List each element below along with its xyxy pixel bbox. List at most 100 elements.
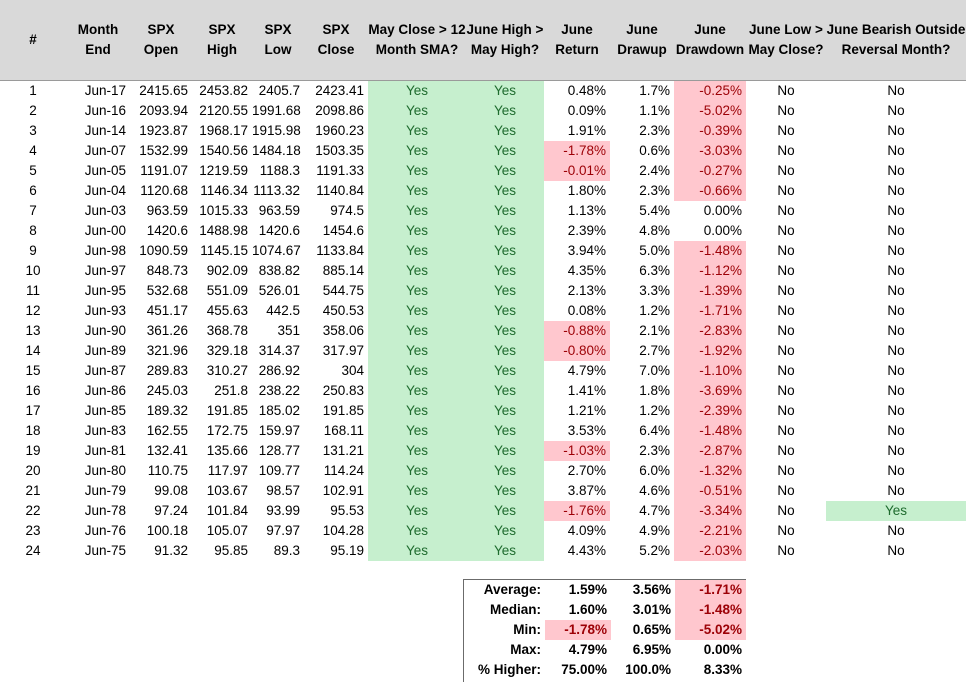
spx-high-cell: 455.63 bbox=[206, 303, 248, 318]
spx-low-cell: 159.97 bbox=[258, 423, 300, 438]
june-drawup-cell: 5.2% bbox=[639, 543, 670, 558]
june-drawdown-cell: -0.39% bbox=[674, 121, 746, 141]
spx-open-cell: 99.08 bbox=[154, 483, 188, 498]
spx-low-cell: 526.01 bbox=[258, 283, 300, 298]
summary-drawdown: 0.00% bbox=[703, 642, 742, 657]
table-row: 20 Jun-80 110.75 117.97 109.77 114.24 Yes Yes 2.… bbox=[0, 461, 966, 481]
table-row: 11 Jun-95 532.68 551.09 526.01 544.75 Yes Yes 2.… bbox=[0, 281, 966, 301]
summary-label: Max: bbox=[510, 642, 541, 657]
summary-label: Min: bbox=[513, 622, 541, 637]
spx-high-cell: 1145.15 bbox=[200, 243, 248, 258]
spx-close-cell: 544.75 bbox=[322, 283, 364, 298]
month-end-cell: Jun-17 bbox=[84, 83, 126, 98]
spx-low-cell: 98.57 bbox=[266, 483, 300, 498]
table-row: 4 Jun-07 1532.99 1540.56 1484.18 1503.35 Yes Ye… bbox=[0, 141, 966, 161]
spx-high-cell: 1540.56 bbox=[199, 143, 248, 158]
month-end-cell: Jun-83 bbox=[84, 423, 126, 438]
spx-open-cell: 1120.68 bbox=[140, 183, 188, 198]
spx-high-cell: 1015.33 bbox=[199, 203, 248, 218]
may-close-sma-cell: Yes bbox=[368, 541, 466, 561]
spx-close-cell: 95.53 bbox=[330, 503, 364, 518]
june-bearish-cell: No bbox=[887, 103, 905, 118]
spx-open-cell: 1420.6 bbox=[146, 223, 188, 238]
spx-open-cell: 2415.65 bbox=[139, 83, 188, 98]
june-drawup-cell: 4.6% bbox=[639, 483, 670, 498]
june-drawdown-cell: -5.02% bbox=[674, 101, 746, 121]
row-number: 4 bbox=[29, 143, 37, 158]
spx-low-cell: 1484.18 bbox=[252, 143, 301, 158]
spx-open-cell: 289.83 bbox=[146, 363, 188, 378]
june-high-may-high-cell: Yes bbox=[466, 541, 544, 561]
june-bearish-cell: No bbox=[887, 443, 905, 458]
june-return-cell: 4.43% bbox=[567, 543, 606, 558]
spx-open-cell: 1532.99 bbox=[139, 143, 188, 158]
month-end-cell: Jun-78 bbox=[84, 503, 126, 518]
june-bearish-cell: No bbox=[887, 183, 905, 198]
month-end-cell: Jun-90 bbox=[84, 323, 126, 338]
june-bearish-cell: No bbox=[887, 163, 905, 178]
table-row: 2 Jun-16 2093.94 2120.55 1991.68 2098.86 Yes Ye… bbox=[0, 101, 966, 121]
spx-close-cell: 2423.41 bbox=[315, 83, 364, 98]
summary-drawdown: 8.33% bbox=[703, 662, 742, 677]
june-return-cell: 4.35% bbox=[567, 263, 606, 278]
spx-high-cell: 117.97 bbox=[207, 463, 248, 478]
june-return-cell: 3.87% bbox=[567, 483, 606, 498]
june-low-may-close-cell: No bbox=[777, 503, 795, 518]
spx-low-cell: 963.59 bbox=[258, 203, 300, 218]
spx-close-cell: 1191.33 bbox=[316, 163, 364, 178]
row-number: 5 bbox=[29, 163, 37, 178]
summary-drawdown: -5.02% bbox=[675, 620, 746, 640]
june-drawup-cell: 4.9% bbox=[639, 523, 670, 538]
june-high-may-high-cell: Yes bbox=[466, 101, 544, 121]
table-row: 1 Jun-17 2415.65 2453.82 2405.7 2423.41 Yes Yes… bbox=[0, 81, 966, 101]
june-high-may-high-cell: Yes bbox=[466, 241, 544, 261]
row-number: 16 bbox=[25, 383, 41, 398]
may-close-sma-cell: Yes bbox=[368, 181, 466, 201]
row-number: 7 bbox=[29, 203, 37, 218]
month-end-cell: Jun-16 bbox=[84, 103, 126, 118]
may-close-sma-cell: Yes bbox=[368, 81, 466, 101]
may-close-sma-cell: Yes bbox=[368, 461, 466, 481]
spx-close-cell: 1503.35 bbox=[315, 143, 364, 158]
row-number: 21 bbox=[25, 483, 41, 498]
june-bearish-cell: No bbox=[887, 383, 905, 398]
row-number: 19 bbox=[25, 443, 41, 458]
june-drawup-cell: 1.8% bbox=[639, 383, 670, 398]
spx-low-cell: 238.22 bbox=[258, 383, 300, 398]
may-close-sma-cell: Yes bbox=[368, 241, 466, 261]
may-close-sma-cell: Yes bbox=[368, 121, 466, 141]
spx-close-cell: 358.06 bbox=[322, 323, 364, 338]
spx-high-cell: 902.09 bbox=[206, 263, 248, 278]
table-row: 18 Jun-83 162.55 172.75 159.97 168.11 Yes Yes 3.… bbox=[0, 421, 966, 441]
june-high-may-high-cell: Yes bbox=[466, 121, 544, 141]
spx-open-cell: 100.18 bbox=[146, 523, 188, 538]
spx-open-cell: 361.26 bbox=[146, 323, 188, 338]
summary-return: 4.79% bbox=[568, 642, 607, 657]
june-drawup-cell: 3.3% bbox=[639, 283, 670, 298]
summary-drawup: 3.01% bbox=[632, 602, 671, 617]
spx-close-cell: 250.83 bbox=[322, 383, 364, 398]
june-drawdown-cell: -0.66% bbox=[674, 181, 746, 201]
june-drawdown-cell: -0.27% bbox=[674, 161, 746, 181]
june-return-cell: 3.94% bbox=[567, 243, 606, 258]
spx-close-cell: 885.14 bbox=[322, 263, 364, 278]
june-high-may-high-cell: Yes bbox=[466, 201, 544, 221]
spx-close-cell: 1140.84 bbox=[316, 183, 364, 198]
june-low-may-close-cell: No bbox=[777, 143, 795, 158]
june-return-cell: 0.09% bbox=[567, 103, 606, 118]
month-end-cell: Jun-00 bbox=[84, 223, 126, 238]
june-drawdown-cell: 0.00% bbox=[703, 203, 742, 218]
summary-return: 1.60% bbox=[568, 602, 607, 617]
may-close-sma-cell: Yes bbox=[368, 101, 466, 121]
june-drawup-cell: 0.6% bbox=[639, 143, 670, 158]
june-drawup-cell: 1.2% bbox=[639, 303, 670, 318]
spx-open-cell: 848.73 bbox=[146, 263, 188, 278]
spx-open-cell: 1090.59 bbox=[139, 243, 188, 258]
june-bearish-cell: No bbox=[887, 223, 905, 238]
june-drawup-cell: 2.3% bbox=[639, 443, 670, 458]
month-end-cell: Jun-93 bbox=[84, 303, 126, 318]
june-drawup-cell: 1.2% bbox=[639, 403, 670, 418]
june-drawup-cell: 2.1% bbox=[639, 323, 670, 338]
spx-close-cell: 131.21 bbox=[322, 443, 364, 458]
